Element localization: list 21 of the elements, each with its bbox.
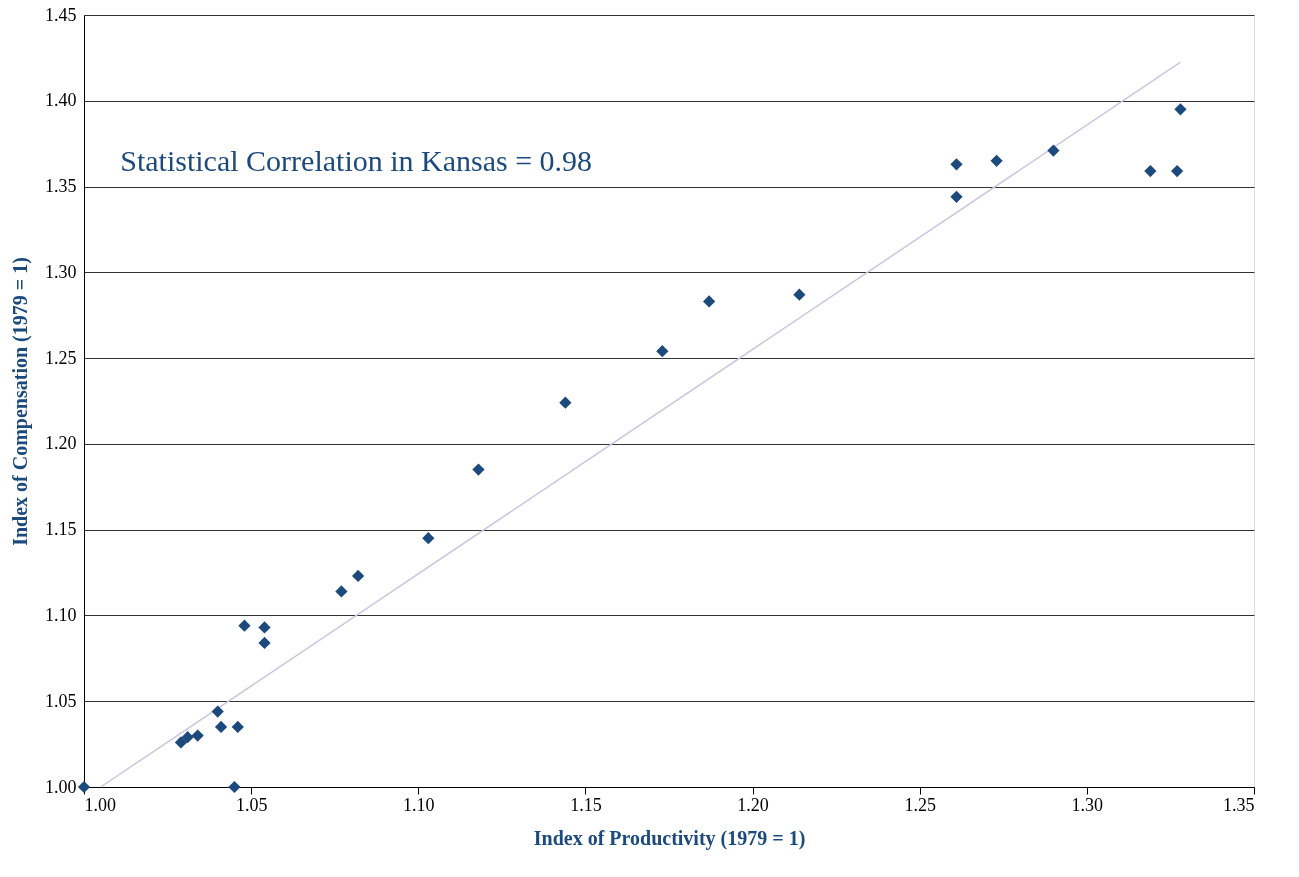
annotation: Statistical Correlation in Kansas = 0.98 [120,143,593,177]
x-tick-label: 1.30 [1071,794,1104,815]
x-tick-label: 1.10 [403,794,435,815]
x-tick-label: 1.05 [235,794,268,815]
x-tick-label: 1.00 [84,794,116,815]
y-tick-label: 1.25 [45,347,77,368]
y-axis-title: Index of Compensation (1979 = 1) [9,257,32,546]
y-tick-label: 1.10 [45,604,77,625]
x-tick-label: 1.15 [570,794,602,815]
x-tick-label: 1.25 [904,794,936,815]
y-tick-label: 1.45 [45,4,77,25]
y-tick-label: 1.15 [45,519,77,540]
x-tick-label: 1.20 [737,794,769,815]
y-tick-label: 1.40 [45,90,77,111]
y-tick-label: 1.00 [45,776,77,797]
y-tick-label: 1.35 [45,176,77,197]
y-tick-label: 1.20 [45,433,77,454]
x-tick-label: 1.35 [1223,794,1255,815]
y-tick-label: 1.05 [45,690,77,711]
y-tick-label: 1.30 [45,261,77,282]
x-axis-title: Index of Productivity (1979 = 1) [533,826,806,850]
